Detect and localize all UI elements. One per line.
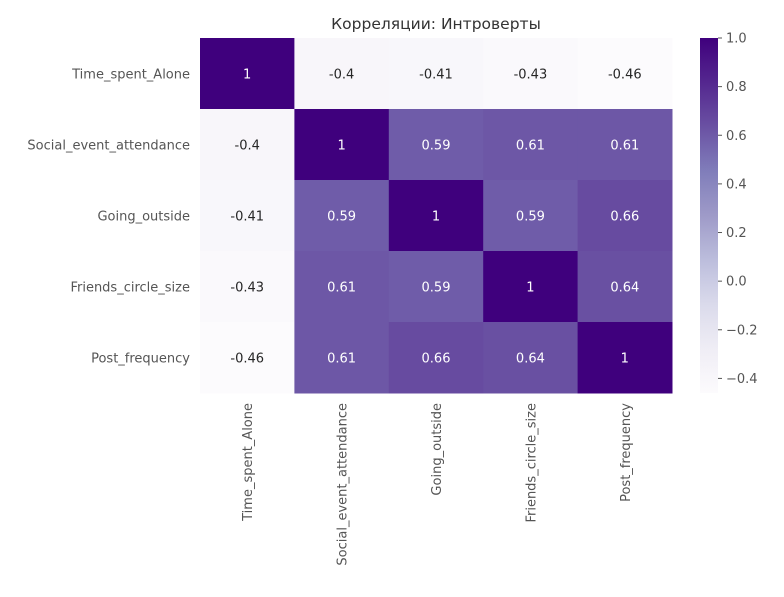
column-label: Friends_circle_size (524, 403, 539, 523)
cell-annotation: 0.61 (327, 281, 356, 296)
heatmap-cells (200, 38, 673, 394)
cell-annotation: 0.61 (610, 139, 639, 154)
cell-annotation: 0.61 (327, 352, 356, 367)
cell-annotation: -0.46 (230, 352, 264, 367)
colorbar-tick-label: 0.0 (726, 275, 747, 290)
colorbar-tick-label: 0.8 (726, 80, 747, 95)
cell-annotation: 0.59 (422, 281, 451, 296)
cell-annotation: 0.59 (327, 210, 356, 225)
cell-annotation: 0.59 (422, 139, 451, 154)
heatmap-cell (577, 38, 673, 110)
heatmap-cell (388, 38, 484, 110)
heatmap-cell (483, 322, 579, 394)
cell-annotation: -0.4 (235, 139, 260, 154)
heatmap-cell (577, 109, 673, 181)
colorbar-tick-label: 0.6 (726, 129, 747, 144)
heatmap-cell (483, 251, 579, 323)
cell-annotation: -0.41 (419, 68, 453, 83)
heatmap-cell (200, 38, 295, 110)
heatmap-cell (294, 38, 390, 110)
cell-annotation: 0.66 (610, 210, 639, 225)
heatmap-cell (200, 251, 295, 323)
colorbar-ticks: 1.0 0.8 0.6 0.4 0.2 0.0 −0.2 −0.4 (718, 32, 758, 387)
heatmap-cell (577, 251, 673, 323)
cell-annotation: 0.64 (610, 281, 639, 296)
colorbar-tick-label: 0.4 (726, 177, 747, 192)
heatmap-cell (577, 322, 673, 394)
heatmap-cell (577, 180, 673, 252)
cell-annotation: 1 (432, 210, 440, 225)
colorbar (700, 38, 718, 393)
row-labels: Time_spent_Alone Social_event_attendance G… (27, 68, 190, 367)
row-label: Going_outside (97, 210, 190, 225)
row-label: Time_spent_Alone (71, 68, 190, 83)
colorbar-tick-label: −0.2 (726, 323, 758, 338)
cell-annotation: 1 (621, 352, 629, 367)
column-labels: Time_spent_Alone Social_event_attendance G… (241, 403, 634, 566)
cell-annotation: 0.64 (516, 352, 545, 367)
heatmap-cell (294, 251, 390, 323)
cell-annotation: 0.59 (516, 210, 545, 225)
colorbar-tick-label: −0.4 (726, 372, 758, 387)
cell-annotation: -0.46 (608, 68, 642, 83)
heatmap-cell (388, 180, 484, 252)
heatmap-cell (483, 180, 579, 252)
heatmap-cell (388, 109, 484, 181)
column-label: Going_outside (430, 403, 445, 496)
cell-annotations: 1 -0.4 -0.41 -0.43 -0.46-0.4 1 0.59 0.61 0.61-0.… (230, 68, 641, 367)
heatmap-cell (294, 322, 390, 394)
cell-annotation: -0.43 (514, 68, 548, 83)
heatmap-cell (294, 180, 390, 252)
cell-annotation: -0.43 (230, 281, 264, 296)
chart-title: Корреляции: Интроверты (331, 15, 541, 33)
column-label: Social_event_attendance (336, 403, 351, 566)
heatmap-cell (483, 38, 579, 110)
heatmap-cell (200, 180, 295, 252)
cell-annotation: 1 (243, 68, 251, 83)
column-label: Time_spent_Alone (241, 403, 256, 522)
heatmap-cell (388, 251, 484, 323)
cell-annotation: 0.61 (516, 139, 545, 154)
heatmap-cell (483, 109, 579, 181)
cell-annotation: 1 (337, 139, 345, 154)
cell-annotation: 1 (526, 281, 534, 296)
row-label: Social_event_attendance (27, 139, 190, 154)
heatmap-cell (294, 109, 390, 181)
heatmap-cell (388, 322, 484, 394)
cell-annotation: -0.41 (230, 210, 264, 225)
cell-annotation: 0.66 (422, 352, 451, 367)
row-label: Post_frequency (91, 352, 190, 367)
colorbar-tick-label: 1.0 (726, 32, 747, 47)
colorbar-tick-label: 0.2 (726, 226, 747, 241)
heatmap-cell (200, 109, 295, 181)
cell-annotation: -0.4 (329, 68, 354, 83)
row-label: Friends_circle_size (70, 281, 190, 296)
heatmap-cell (200, 322, 295, 394)
column-label: Post_frequency (619, 403, 634, 502)
